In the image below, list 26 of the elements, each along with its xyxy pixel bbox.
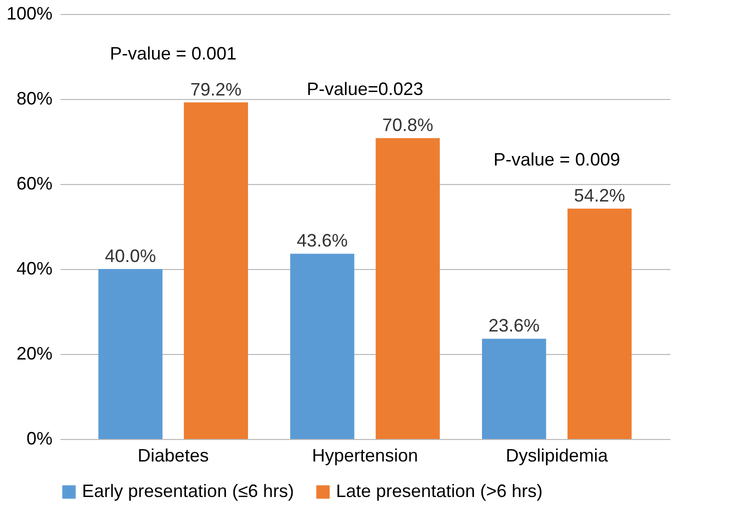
annotation: P-value = 0.001 — [110, 43, 236, 64]
data-label: 79.2% — [190, 79, 242, 100]
x-tick-label: Dyslipidemia — [506, 446, 609, 466]
y-tick-label: 0% — [26, 428, 52, 448]
data-label: 43.6% — [296, 230, 348, 251]
data-label: 70.8% — [382, 115, 434, 136]
data-label: 40.0% — [104, 246, 156, 266]
y-tick-label: 40% — [16, 258, 52, 278]
annotation: P-value=0.023 — [306, 79, 424, 100]
bar — [184, 102, 248, 439]
y-tick-label: 80% — [16, 88, 52, 108]
data-label: 54.2% — [574, 186, 626, 206]
x-tick-label: Hypertension — [312, 446, 418, 466]
y-tick-label: 20% — [16, 344, 52, 364]
bar — [376, 138, 440, 439]
bar — [290, 254, 354, 439]
y-tick-label: 60% — [16, 174, 52, 194]
bar — [98, 269, 162, 439]
legend-label: Early presentation (≤6 hrs) — [82, 481, 294, 501]
annotation: P-value = 0.009 — [494, 150, 620, 170]
bar — [568, 208, 632, 439]
data-label: 23.6% — [488, 316, 540, 336]
legend-label: Late presentation (>6 hrs) — [336, 481, 543, 501]
x-tick-label: Diabetes — [138, 446, 209, 466]
y-tick-label: 100% — [6, 4, 52, 24]
bar — [482, 338, 546, 439]
